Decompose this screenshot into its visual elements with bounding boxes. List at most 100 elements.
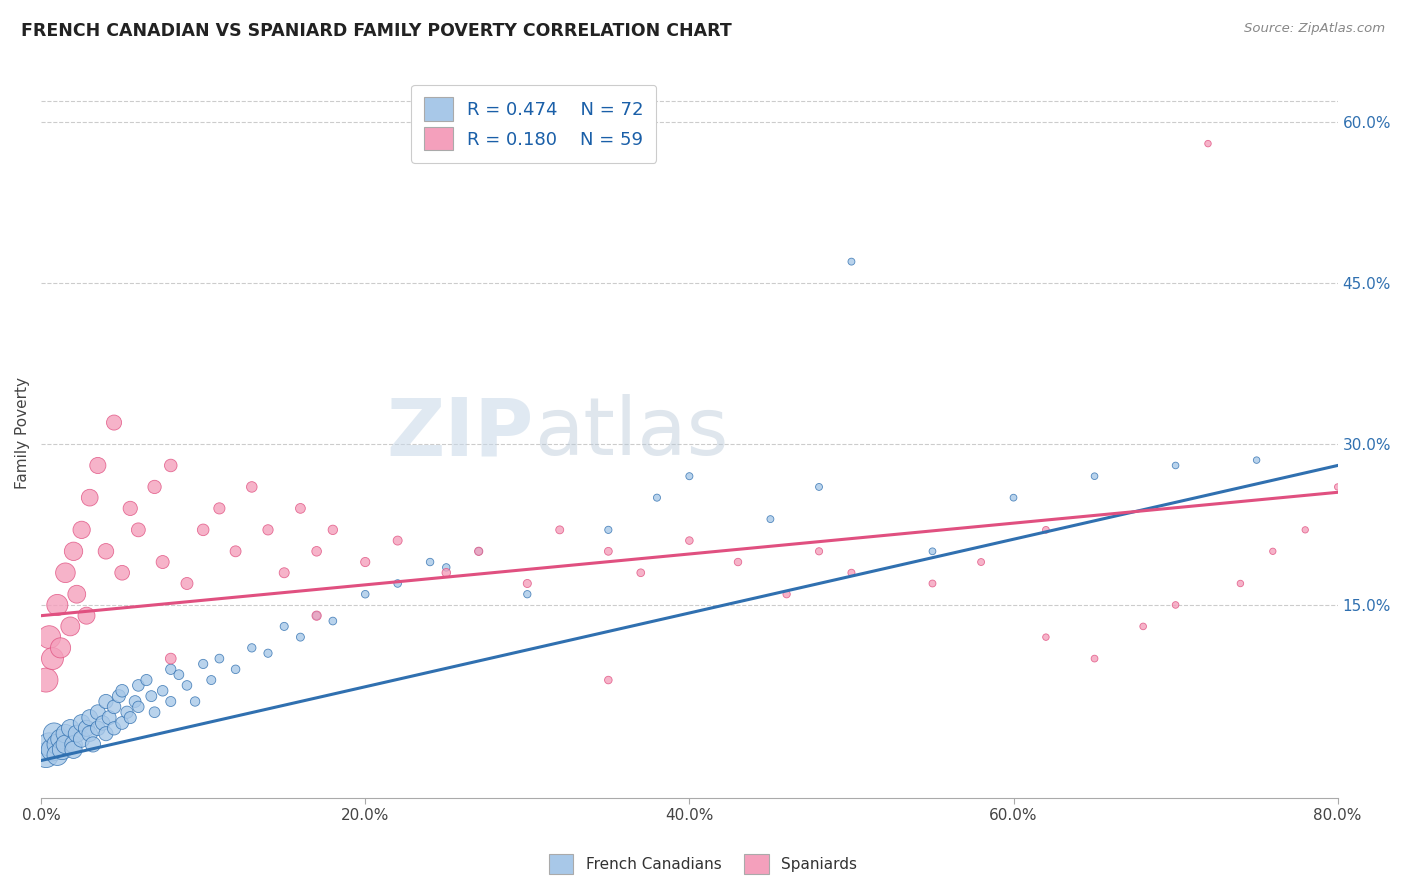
Point (103, 416, 125, 430)
Point (841, 254, 863, 268)
Point (62, 738, 84, 752)
Point (46, 748, 69, 763)
Point (678, 533, 700, 548)
Text: ZIP: ZIP (387, 394, 534, 472)
Point (42, 727, 65, 741)
Point (111, 715, 134, 730)
Point (184, 694, 207, 708)
Point (419, 555, 441, 569)
Point (94, 694, 117, 708)
Point (759, 512, 782, 526)
Point (51, 743, 73, 757)
Point (76, 608, 98, 623)
Text: atlas: atlas (534, 394, 728, 472)
Point (208, 501, 231, 516)
Point (59, 722, 82, 736)
Point (46, 738, 69, 752)
Point (1132, 619, 1154, 633)
Point (1246, 453, 1268, 467)
Point (516, 576, 538, 591)
Point (273, 619, 295, 633)
Point (841, 566, 863, 580)
Point (1229, 576, 1251, 591)
Point (970, 555, 993, 569)
Point (159, 651, 181, 665)
Point (467, 544, 489, 558)
Point (257, 523, 280, 537)
Point (120, 710, 142, 724)
Point (35, 673, 58, 687)
Point (55, 566, 77, 580)
Point (127, 699, 149, 714)
Point (1164, 598, 1187, 612)
Point (55, 738, 77, 752)
Point (808, 544, 831, 558)
Legend: R = 0.474    N = 72, R = 0.180    N = 59: R = 0.474 N = 72, R = 0.180 N = 59 (411, 85, 657, 163)
Point (808, 480, 831, 494)
Point (200, 673, 222, 687)
Point (645, 491, 668, 505)
Point (115, 705, 138, 719)
Point (87, 722, 110, 736)
Point (434, 566, 457, 580)
Point (82, 738, 104, 752)
Point (79, 710, 101, 724)
Point (94, 727, 117, 741)
Point (94, 544, 117, 558)
Point (152, 683, 174, 698)
Point (103, 699, 125, 714)
Point (387, 576, 409, 591)
Point (176, 678, 198, 692)
Point (1035, 523, 1057, 537)
Point (1164, 458, 1187, 473)
Point (387, 533, 409, 548)
Point (66, 727, 89, 741)
Point (225, 662, 247, 676)
Point (322, 523, 344, 537)
Point (1002, 491, 1025, 505)
Point (70, 715, 93, 730)
Legend: French Canadians, Spaniards: French Canadians, Spaniards (543, 848, 863, 880)
Point (1035, 630, 1057, 644)
Text: Source: ZipAtlas.com: Source: ZipAtlas.com (1244, 22, 1385, 36)
Point (467, 544, 489, 558)
Point (1326, 480, 1348, 494)
Point (55, 727, 77, 741)
Point (159, 458, 181, 473)
Point (41, 743, 63, 757)
Point (87, 705, 110, 719)
Point (76, 722, 98, 736)
Point (598, 544, 620, 558)
Point (35, 748, 58, 763)
Point (159, 694, 181, 708)
Point (921, 544, 943, 558)
Text: FRENCH CANADIAN VS SPANIARD FAMILY POVERTY CORRELATION CHART: FRENCH CANADIAN VS SPANIARD FAMILY POVER… (21, 22, 733, 40)
Point (1294, 523, 1316, 537)
Point (290, 630, 312, 644)
Point (598, 673, 620, 687)
Point (193, 523, 215, 537)
Point (167, 667, 190, 681)
Point (305, 608, 328, 623)
Point (143, 705, 166, 719)
Point (678, 469, 700, 483)
Point (111, 566, 134, 580)
Point (1083, 469, 1105, 483)
Point (59, 619, 82, 633)
Point (354, 555, 377, 569)
Point (62, 544, 84, 558)
Point (46, 598, 69, 612)
Point (79, 491, 101, 505)
Point (49, 640, 72, 655)
Y-axis label: Family Poverty: Family Poverty (15, 377, 30, 490)
Point (208, 651, 231, 665)
Point (127, 523, 149, 537)
Point (921, 576, 943, 591)
Point (290, 501, 312, 516)
Point (79, 727, 101, 741)
Point (240, 640, 263, 655)
Point (120, 501, 142, 516)
Point (257, 646, 280, 660)
Point (1083, 651, 1105, 665)
Point (108, 689, 131, 703)
